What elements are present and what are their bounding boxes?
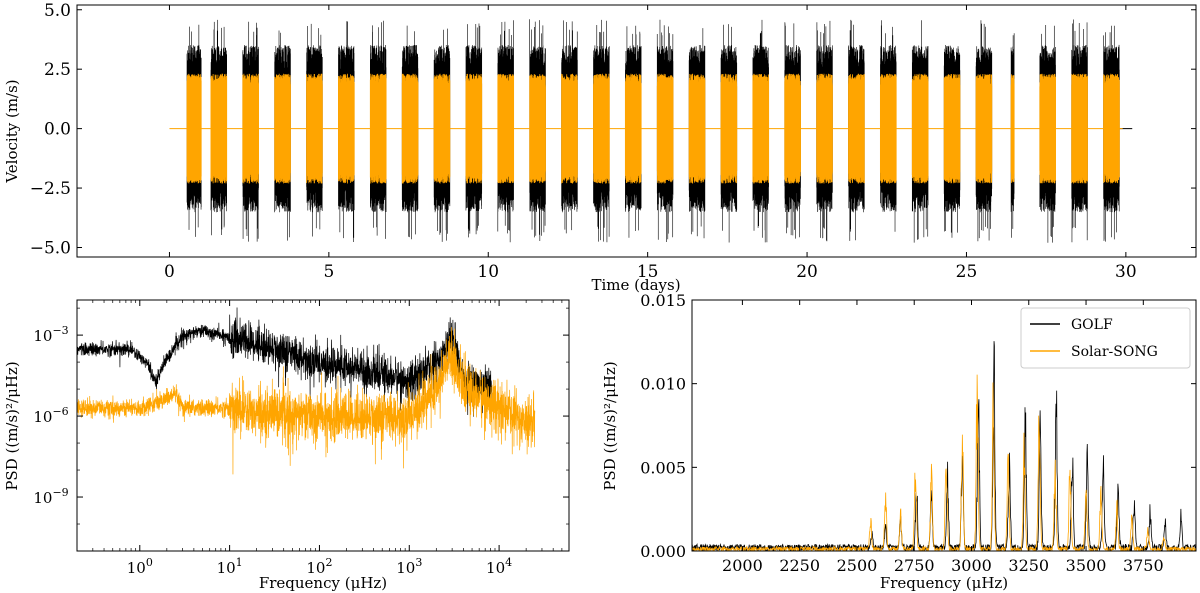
timeseries-xtick-label: 25 [956,262,978,282]
psd-log-panel: 100 101 102 103 104 10−9 10−6 10−3 Frequency (μ… [3,299,570,592]
legend: GOLF Solar-SONG [1020,307,1191,369]
timeseries-xtick-label: 5 [323,262,334,282]
timeseries-panel: 0 5 10 15 20 25 30 −5.0 −2.5 0.0 2.5 5.0 Time (days… [3,1,1197,294]
timeseries-xtick-label: 10 [477,262,499,282]
timeseries-xtick-label: 20 [796,262,818,282]
psd-linear-xtick-label: 2250 [779,556,820,575]
timeseries-ylabel: Velocity (m/s) [3,79,21,183]
psd-linear-ytick-label: 0.005 [640,458,686,477]
timeseries-xtick-label: 30 [1115,262,1137,282]
psd-log-xtick-label: 104 [486,556,512,577]
psd-linear-panel: 2000 2250 2500 2750 3000 3250 3500 3750 0.000 0.0… [601,291,1197,592]
psd-log-plot-area [77,307,536,475]
psd-linear-xtick-label: 3250 [1008,556,1049,575]
timeseries-xtick-label: 0 [164,262,175,282]
psd-linear-xtick-label: 3750 [1123,556,1164,575]
psd-log-frame [76,299,570,552]
psd-linear-xtick-label: 3000 [951,556,992,575]
legend-label-song: Solar-SONG [1071,344,1158,360]
series-song-psd-log [77,327,536,475]
psd-linear-ylabel: PSD ((m/s)²/μHz) [601,361,619,490]
psd-linear-ytick-label: 0.000 [640,542,686,561]
psd-log-ytick-label: 10−9 [33,486,68,507]
psd-linear-plot-area [692,341,1196,551]
timeseries-ytick-label: 5.0 [44,1,71,21]
psd-linear-xtick-label: 2000 [722,556,763,575]
timeseries-ytick-label: 0.0 [44,120,71,140]
timeseries-ytick-label: 2.5 [44,60,71,80]
psd-linear-xtick-label: 2750 [894,556,935,575]
timeseries-xtick-label: 15 [637,262,659,282]
timeseries-frame [76,4,1197,258]
psd-linear-xtick-label: 2500 [837,556,878,575]
timeseries-xlabel: Time (days) [591,276,680,294]
psd-log-xtick-label: 102 [306,556,332,577]
legend-box [1020,307,1191,369]
psd-log-ticks: 100 101 102 103 104 10−9 10−6 10−3 [33,300,570,577]
psd-log-xtick-label: 103 [396,556,422,577]
psd-log-ylabel: PSD ((m/s)²/μHz) [3,361,21,490]
timeseries-ytick-label: −2.5 [30,179,71,199]
timeseries-ticks: 0 5 10 15 20 25 30 −5.0 −2.5 0.0 2.5 5.0 [30,1,1196,282]
psd-log-xtick-label: 100 [127,556,153,577]
psd-log-ytick-label: 10−6 [33,405,68,426]
legend-label-golf: GOLF [1071,317,1113,333]
psd-log-ytick-label: 10−3 [33,324,68,345]
psd-linear-ytick-label: 0.015 [640,291,686,310]
psd-log-xlabel: Frequency (μHz) [259,574,387,592]
psd-linear-xlabel: Frequency (μHz) [880,574,1008,592]
timeseries-plot-area [169,19,1133,243]
series-song-velocity [186,73,1120,184]
psd-log-xtick-label: 101 [217,556,243,577]
psd-linear-ytick-label: 0.010 [640,375,686,394]
timeseries-ytick-label: −5.0 [30,238,71,258]
psd-linear-frame [691,299,1197,552]
series-song-psd-linear [692,374,1196,551]
psd-linear-xtick-label: 3500 [1066,556,1107,575]
psd-linear-ticks: 2000 2250 2500 2750 3000 3250 3500 3750 0.000 0.0… [640,291,1196,575]
